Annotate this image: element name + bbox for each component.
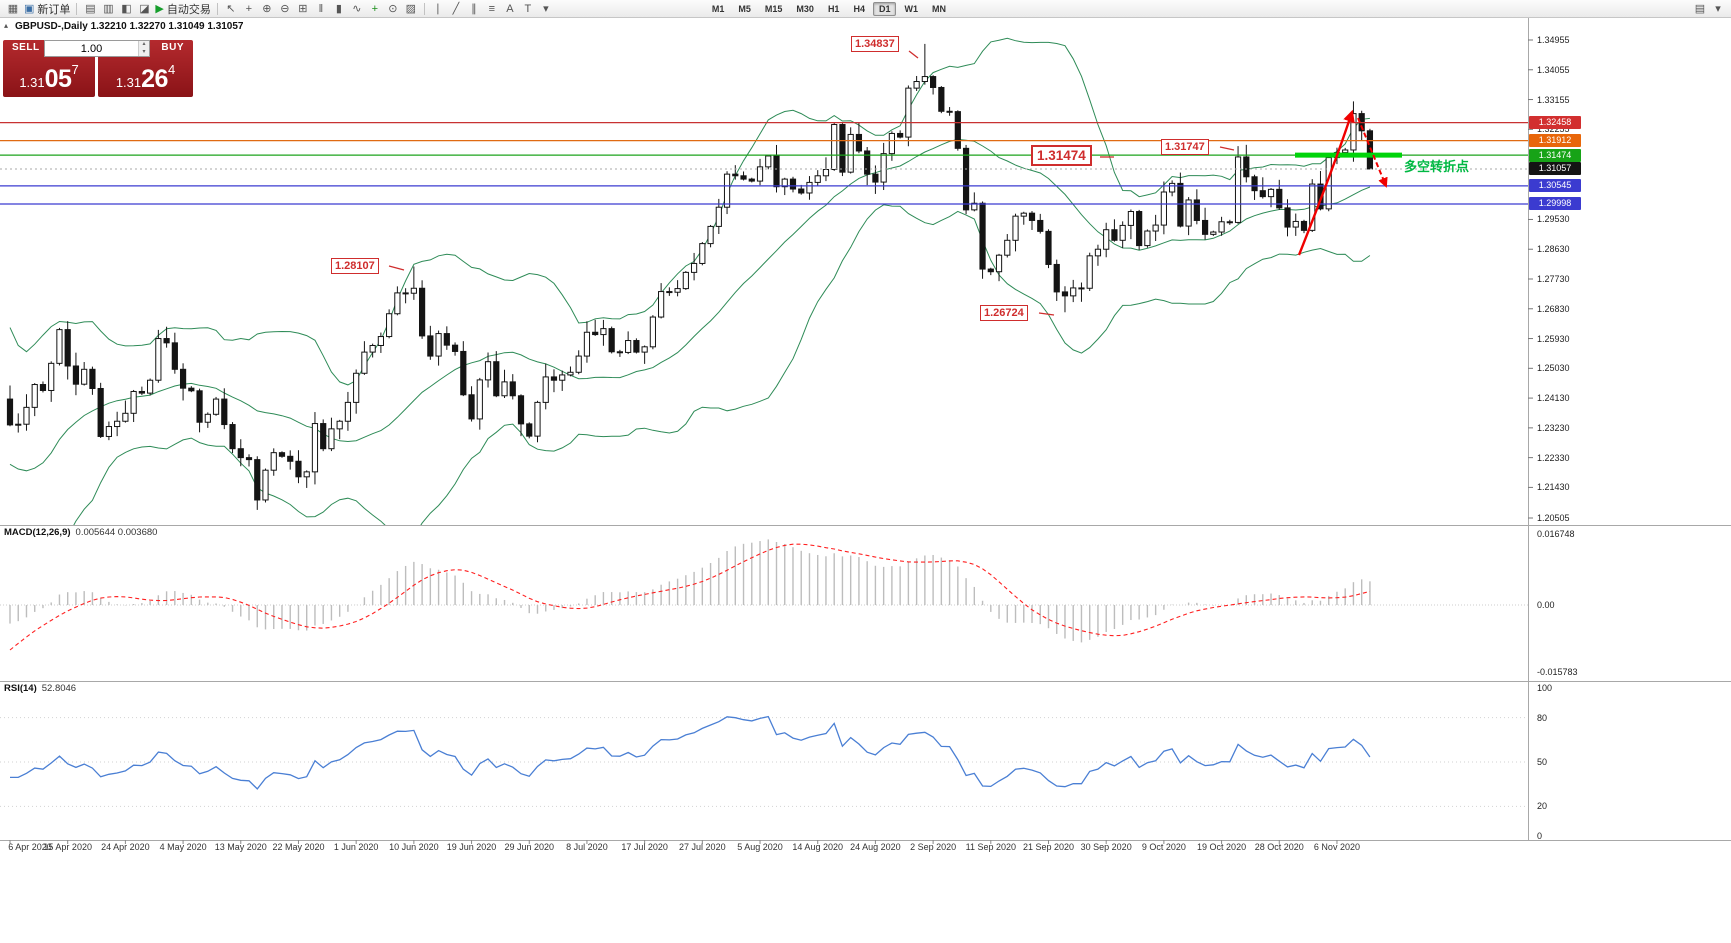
volume-up-icon[interactable]: ▴ [139, 41, 149, 49]
channel-icon[interactable]: ∥ [465, 1, 483, 17]
shapes-dropdown-icon[interactable]: ▾ [537, 1, 555, 17]
zoom-in-icon[interactable]: ⊕ [258, 1, 276, 17]
new-order-button-glyph: ▣ [24, 3, 35, 15]
bar-chart-icon[interactable]: ‖ [312, 1, 330, 17]
candlestick-chart-icon[interactable]: ▮ [330, 1, 348, 17]
zoom-out-icon[interactable]: ⊖ [276, 1, 294, 17]
terminal-icon-glyph: ◪ [139, 3, 150, 15]
navigator-icon[interactable]: ◧ [117, 1, 135, 17]
text-tool-icon-glyph: A [506, 2, 514, 15]
indicators-icon-glyph: + [371, 2, 379, 15]
timeframe-d1[interactable]: D1 [872, 1, 897, 16]
main-toolbar: ▦ ▣ 新订单 ▤ ▥ ◧ ◪ ▶ 自动交易 ↖ + ⊕ ⊖ ⊞ ‖ ▮ ∿ + ⊙ ▨ ∣ ╱ ∥ ≡ A T ▾ M1 M5 M15 M… [0, 0, 1731, 18]
fibonacci-icon-glyph: ≡ [488, 2, 496, 15]
text-tool-icon[interactable]: A [501, 1, 519, 17]
new-chart-button[interactable]: ▦ [4, 1, 22, 17]
new-chart-button-glyph: ▦ [7, 3, 19, 15]
navigator-icon-glyph: ◧ [121, 3, 132, 15]
market-watch-icon-glyph: ▥ [103, 3, 114, 15]
volume-down-icon[interactable]: ▾ [139, 48, 149, 56]
profiles-icon-glyph: ▤ [85, 3, 96, 15]
autotrading-button[interactable]: ▶ 自动交易 [153, 1, 212, 17]
crosshair-icon[interactable]: + [240, 1, 258, 17]
chart-window[interactable]: ▴ GBPUSD-,Daily 1.32210 1.32270 1.31049 … [0, 18, 1731, 943]
cursor-icon-glyph: ↖ [226, 3, 236, 15]
market-watch-icon[interactable]: ▥ [99, 1, 117, 17]
periods-icon[interactable]: ⊙ [384, 1, 402, 17]
timeframe-m5[interactable]: M5 [738, 3, 751, 14]
toolbar-separator [423, 2, 425, 15]
templates-icon[interactable]: ▨ [402, 1, 420, 17]
zoom-out-icon-glyph: ⊖ [280, 3, 290, 15]
timeframe-m15[interactable]: M15 [764, 3, 783, 14]
profiles-icon[interactable]: ▤ [81, 1, 99, 17]
templates-icon-glyph: ▨ [405, 3, 417, 15]
new-order-button-label: 新订单 [37, 3, 71, 16]
volume-spinner: ▴ ▾ [138, 41, 149, 56]
timeframe-m1[interactable]: M1 [711, 3, 725, 14]
timeframe-w1[interactable]: W1 [904, 3, 918, 14]
terminal-icon[interactable]: ◪ [135, 1, 153, 17]
zoom-in-icon-glyph: ⊕ [262, 3, 272, 15]
line-chart-icon-glyph: ∿ [352, 3, 362, 15]
bar-chart-icon-glyph: ‖ [318, 2, 324, 15]
timeframe-m30[interactable]: M30 [796, 3, 814, 14]
toolbar-separator [216, 2, 218, 15]
periods-icon-glyph: ⊙ [388, 3, 398, 15]
volume-field: ▴ ▾ [44, 40, 150, 57]
volume-input[interactable] [45, 41, 138, 56]
crosshair-icon-glyph: + [245, 2, 253, 15]
vertical-line-icon[interactable]: ∣ [429, 1, 447, 17]
toolbar-separator [76, 2, 78, 15]
tile-windows-icon-glyph: ⊞ [298, 3, 308, 15]
cursor-icon[interactable]: ↖ [222, 1, 240, 17]
toolbar-right-group: ▤ ▾ [1691, 1, 1727, 17]
timeframe-h1[interactable]: H1 [827, 3, 840, 14]
autotrading-button-glyph: ▶ [155, 3, 164, 15]
toolbar-handle-icon[interactable]: ▤ [1694, 3, 1706, 15]
text-label-icon-glyph: T [524, 2, 532, 15]
fibonacci-icon[interactable]: ≡ [483, 1, 501, 17]
new-order-button[interactable]: ▣ 新订单 [22, 1, 72, 17]
trendline-icon[interactable]: ╱ [447, 1, 465, 17]
line-chart-icon[interactable]: ∿ [348, 1, 366, 17]
indicators-icon[interactable]: + [366, 1, 384, 17]
trendline-icon-glyph: ╱ [452, 3, 460, 15]
shapes-dropdown-icon-glyph: ▾ [543, 3, 549, 15]
toolbar-more-icon[interactable]: ▾ [1715, 3, 1721, 15]
text-label-icon[interactable]: T [519, 1, 537, 17]
timeframe-mn[interactable]: MN [931, 3, 946, 14]
tile-windows-icon[interactable]: ⊞ [294, 1, 312, 17]
autotrading-button-label: 自动交易 [166, 3, 211, 16]
chart-canvas[interactable] [0, 18, 1731, 943]
vertical-line-icon-glyph: ∣ [435, 3, 441, 15]
candlestick-chart-icon-glyph: ▮ [335, 3, 342, 15]
channel-icon-glyph: ∥ [471, 3, 477, 15]
timeframe-h4[interactable]: H4 [853, 3, 865, 14]
